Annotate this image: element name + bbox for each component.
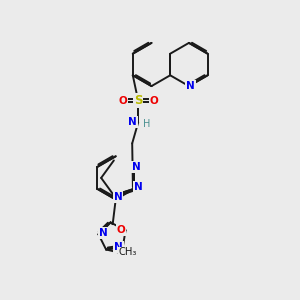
Text: S: S (134, 94, 142, 107)
Text: N: N (128, 117, 137, 127)
Text: O: O (118, 96, 127, 106)
Text: N: N (131, 162, 140, 172)
Text: N: N (114, 242, 123, 252)
Text: CH₃: CH₃ (118, 248, 137, 257)
Text: N: N (186, 81, 195, 91)
Text: N: N (99, 228, 107, 238)
Text: O: O (149, 96, 158, 106)
Text: N: N (114, 192, 122, 202)
Text: N: N (134, 182, 142, 192)
Text: H: H (143, 119, 150, 129)
Text: O: O (117, 225, 125, 235)
